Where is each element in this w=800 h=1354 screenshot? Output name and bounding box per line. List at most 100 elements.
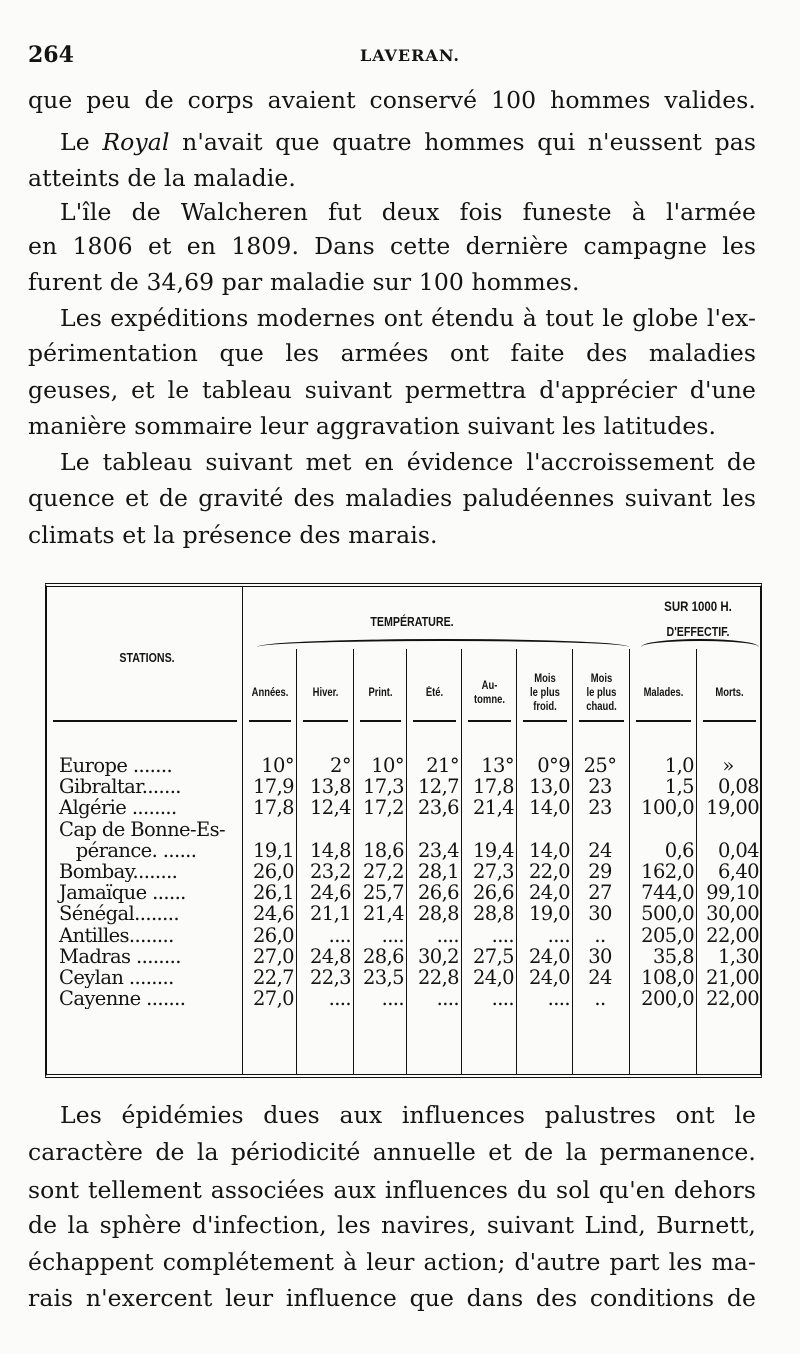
text-line: caractère de la périodicité annuelle et … [28, 1138, 756, 1166]
table-cell: 24,0 [528, 882, 571, 904]
table-cell [297, 819, 354, 840]
station-name: Sénégal........ [59, 903, 180, 925]
column-divider [461, 649, 462, 1074]
column-divider [629, 649, 630, 1074]
table-cell [243, 819, 297, 840]
table-cell: 21,4 [472, 797, 515, 819]
table-row: Europe ....... 10° 2° 10° 21° 13° 0°9 25° 1,0 » [47, 755, 760, 776]
column-header: Print. [368, 687, 393, 699]
table-cell: 27,3 [472, 861, 515, 883]
table-cell: 30 [588, 903, 612, 925]
table-cell: 23,5 [362, 967, 405, 989]
table-cell: 28,8 [472, 903, 515, 925]
column-divider [696, 649, 697, 1074]
table-cell: 17,9 [252, 776, 295, 798]
station-name: Algérie ........ [59, 797, 177, 819]
header-rule [413, 720, 456, 722]
table-cell: 0,08 [717, 776, 760, 798]
text-line: climats et la présence des marais. [28, 521, 438, 549]
text-line: en 1806 et en 1809. Dans cette dernière … [28, 232, 756, 260]
table-cell: 27 [588, 882, 612, 904]
table-cell: 500,0 [641, 903, 694, 925]
table-cell: 24 [588, 967, 612, 989]
table-cell: 19,0 [528, 903, 571, 925]
column-divider [516, 649, 517, 1074]
column-divider [572, 649, 573, 1074]
table-cell: 23,6 [417, 797, 460, 819]
table-cell: 100,0 [641, 797, 694, 819]
table-row: Ceylan ........ 22,7 22,3 23,5 22,8 24,0 24,0 2… [47, 967, 760, 988]
effectif-header-line2: D'EFFECTIF. [666, 624, 730, 639]
table-cell [573, 819, 630, 840]
text-line: manière sommaire leur aggravation suivan… [28, 412, 717, 440]
header-rule [579, 720, 624, 722]
table-cell [630, 819, 697, 840]
table-cell: 21,4 [362, 903, 405, 925]
table-cell: 22,7 [252, 967, 295, 989]
table-cell: 30,2 [417, 945, 460, 968]
table-cell [462, 819, 517, 840]
table-cell: .... [491, 988, 515, 1010]
table-row: Bombay........ 26,0 23,2 27,2 28,1 27,3 22,0 29… [47, 861, 760, 882]
table-cell: 27,0 [252, 945, 295, 968]
text-line: Les épidémies dues aux influences palust… [60, 1101, 756, 1129]
table-cell: 22,8 [417, 967, 460, 989]
table-cell [407, 819, 462, 840]
text-line: quence et de gravité des maladies paludé… [28, 484, 756, 512]
table-cell: 1,0 [664, 755, 695, 777]
station-name: Gibraltar....... [59, 776, 182, 798]
table-cell: 27,0 [252, 988, 295, 1010]
table-cell: 108,0 [641, 967, 694, 989]
table-row: Jamaïque ...... 26,1 24,6 25,7 26,6 26,6 24,0 2… [47, 882, 760, 903]
table-cell: 1,5 [664, 776, 695, 798]
stations-header: STATIONS. [119, 650, 175, 665]
column-header: Été. [425, 687, 444, 699]
table-cell: 24,0 [528, 967, 571, 989]
text-line: sont tellement associées aux influences … [28, 1176, 756, 1204]
text-line: rais n'exercent leur influence que dans … [28, 1284, 756, 1312]
station-name: Jamaïque ...... [59, 882, 186, 904]
text-line: geuses, et le tableau suivant permettra … [28, 376, 756, 404]
station-name: pérance. ...... [59, 839, 197, 862]
station-name: Ceylan ........ [59, 967, 174, 989]
column-divider [406, 649, 407, 1074]
table-row: pérance. ...... 19,1 14,8 18,6 23,4 19,4 14,0 2… [47, 840, 760, 861]
table-cell: 99,10 [706, 882, 759, 904]
table-cell: 21,1 [309, 903, 352, 925]
header-rule [249, 720, 291, 722]
table-cell: 13,8 [309, 776, 352, 798]
page-number: 264 [28, 42, 74, 68]
table-cell: .... [381, 988, 405, 1010]
station-name: Antilles........ [59, 924, 174, 946]
text-fragment: n'avait que quatre hommes qui n'eussent … [182, 128, 756, 156]
table-cell: 24,0 [472, 967, 515, 989]
table-cell: 22,3 [309, 967, 352, 989]
column-header: Morts. [715, 687, 744, 699]
table-cell: .... [436, 988, 460, 1010]
table-cell: 23 [588, 776, 612, 798]
text-line: que peu de corps avaient conservé 100 ho… [28, 86, 756, 114]
text-fragment: Le [60, 128, 103, 156]
table-cell: 24,8 [309, 945, 352, 968]
temperature-header: TEMPÉRATURE. [370, 614, 454, 629]
header-rule [360, 720, 401, 722]
station-name: Bombay........ [59, 861, 178, 883]
table-cell: 27,5 [472, 945, 515, 968]
table-cell: 17,3 [362, 776, 405, 798]
table-cell: 26,1 [252, 882, 295, 904]
station-name: Europe ....... [59, 755, 173, 777]
table-cell: 23 [588, 797, 612, 819]
header-rule [468, 720, 511, 722]
text-line: Les expéditions modernes ont étendu à to… [60, 304, 756, 332]
table-cell: 26,6 [417, 882, 460, 904]
column-divider [296, 649, 297, 1074]
table-cell: .... [328, 988, 352, 1010]
header-rule [636, 720, 691, 722]
table-cell: 744,0 [641, 882, 694, 904]
table-cell: 22,00 [706, 988, 759, 1010]
table-cell: 2° [330, 755, 352, 777]
table-cell: 200,0 [641, 988, 694, 1010]
text-line: Le tableau suivant met en évidence l'acc… [60, 448, 756, 476]
table-cell: 23,4 [417, 839, 460, 862]
